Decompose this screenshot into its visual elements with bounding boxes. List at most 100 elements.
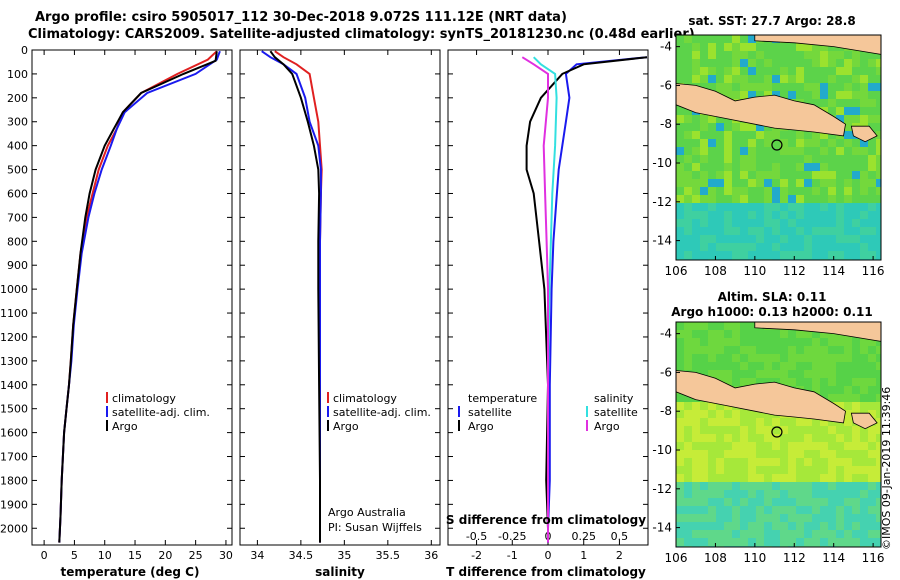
map-cell [740,506,748,514]
map-cell [796,418,804,426]
map-cell [740,538,748,546]
map-cell [684,466,692,474]
map-cell [804,434,812,442]
map-cell [804,498,812,506]
map-cell [844,370,852,378]
map-cell [716,346,724,354]
map-cell [708,498,716,506]
map-cell [820,426,828,434]
map-cell [764,243,772,251]
map-cell [692,490,700,498]
map-cell [764,235,772,243]
map-cell [836,538,844,546]
depth-tick-label: 0 [21,44,28,57]
map-cell [756,466,764,474]
map-cell [820,243,828,251]
map-x-tick-label: 114 [822,264,845,278]
map-cell [820,474,828,482]
map-cell [828,474,836,482]
map-cell [748,35,756,43]
map-cell [868,179,876,187]
map-cell [756,251,764,259]
map-cell [676,394,684,402]
s-diff-tick-label: -0.5 [466,530,487,543]
map-cell [788,227,796,235]
map-cell [868,163,876,171]
map-cell [828,187,836,195]
map-cell [684,410,692,418]
map-cell [692,115,700,123]
map-cell [796,219,804,227]
map-cell [828,362,836,370]
map-cell [868,442,876,450]
depth-tick-label: 800 [7,235,28,248]
map-cell [756,67,764,75]
map-cell [772,227,780,235]
map-cell [756,354,764,362]
map-cell [820,155,828,163]
map-cell [692,179,700,187]
map-cell [716,442,724,450]
map-cell [804,179,812,187]
map-cell [676,195,684,203]
map-cell [716,35,724,43]
map-cell [788,466,796,474]
map-cell [852,458,860,466]
map-cell [788,370,796,378]
map-cell [740,227,748,235]
x-tick-label: 25 [189,549,203,562]
map-cell [700,179,708,187]
map-cell [764,426,772,434]
x-tick-label: 20 [158,549,172,562]
map-cell [748,219,756,227]
map-cell [804,235,812,243]
map-cell [860,107,868,115]
map-cell [828,458,836,466]
map-cell [868,338,876,346]
map-cell [772,203,780,211]
map-cell [780,43,788,51]
map-cell [820,163,828,171]
map-cell [868,51,876,59]
map-cell [828,131,836,139]
map-cell [676,426,684,434]
map-cell [860,442,868,450]
map-cell [828,394,836,402]
map-cell [692,514,700,522]
x-tick-label: 15 [128,549,142,562]
map-cell [764,370,772,378]
map-cell [684,187,692,195]
map-cell [764,378,772,386]
map-cell [780,243,788,251]
map-cell [756,514,764,522]
map-cell [684,538,692,546]
depth-tick-label: 1800 [0,474,28,487]
map-cell [772,362,780,370]
map-cell [796,530,804,538]
map-cell [756,450,764,458]
map-cell [844,59,852,67]
map-cell [836,187,844,195]
map-cell [700,362,708,370]
map-cell [708,203,716,211]
map-cell [724,251,732,259]
map-cell [788,362,796,370]
map-cell [844,522,852,530]
map-cell [748,490,756,498]
map-cell [836,235,844,243]
map-cell [756,434,764,442]
map-cell [844,346,852,354]
map-cell [732,251,740,259]
map-cell [708,43,716,51]
map-cell [836,171,844,179]
map-cell [828,83,836,91]
difference-line-t-argo [525,56,648,543]
map-cell [732,322,740,330]
map-cell [876,163,881,171]
map-cell [796,442,804,450]
map-cell [756,83,764,91]
map-cell [852,211,860,219]
depth-tick-label: 300 [7,116,28,129]
map-cell [772,75,780,83]
map-cell [788,426,796,434]
